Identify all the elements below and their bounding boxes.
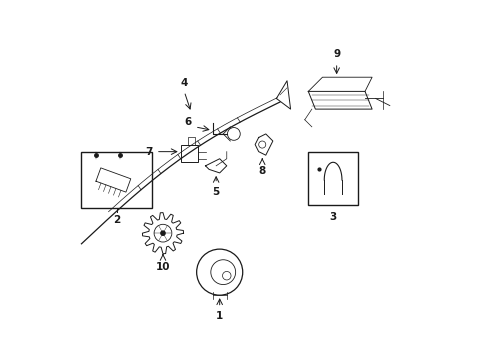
Text: 1: 1: [216, 311, 223, 321]
Text: 6: 6: [184, 117, 191, 127]
Text: 8: 8: [258, 166, 265, 176]
Text: 9: 9: [332, 49, 340, 59]
Text: 10: 10: [155, 261, 170, 271]
Text: 4: 4: [180, 78, 187, 88]
Text: 7: 7: [145, 147, 152, 157]
Circle shape: [161, 231, 165, 235]
Text: 3: 3: [329, 212, 336, 222]
Text: 5: 5: [212, 187, 219, 197]
Text: 2: 2: [113, 215, 120, 225]
